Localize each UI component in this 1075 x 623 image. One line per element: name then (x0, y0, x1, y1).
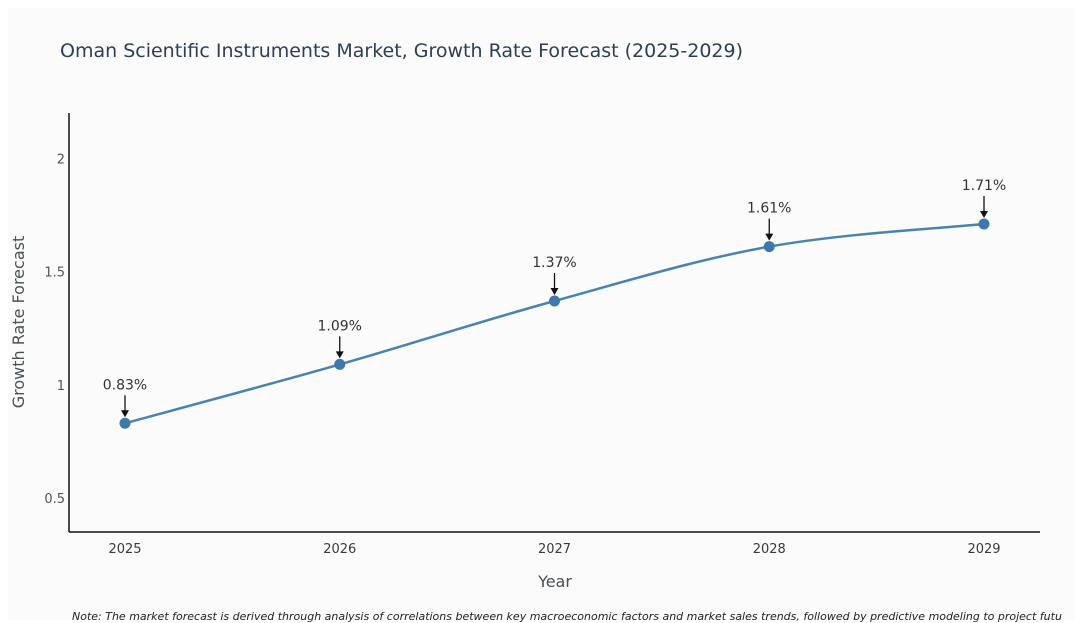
annotation-arrow-head (550, 287, 559, 295)
data-label: 1.71% (962, 178, 1006, 194)
data-point (334, 358, 346, 370)
data-label: 0.83% (103, 377, 147, 393)
chart-title: Oman Scientific Instruments Market, Grow… (60, 40, 743, 62)
y-tick-label: 0.5 (44, 492, 65, 507)
annotation-arrow-head (980, 210, 988, 218)
axes (68, 113, 1040, 533)
data-point (119, 417, 131, 429)
y-ticks: 0.5 1 1.5 2 (44, 152, 65, 507)
annotation-arrow-head (335, 351, 344, 359)
footnote: Note: The market forecast is derived thr… (72, 610, 1062, 623)
x-axis-label: Year (537, 572, 572, 591)
y-tick-label: 1 (57, 379, 65, 394)
x-tick-label: 2025 (108, 542, 141, 557)
x-tick-label: 2029 (967, 542, 1000, 557)
data-label: 1.37% (532, 255, 576, 271)
y-tick-label: 1.5 (44, 266, 65, 281)
annotation-arrow-head (121, 410, 129, 418)
data-label: 1.61% (747, 201, 791, 217)
data-point (763, 241, 775, 253)
data-label: 1.09% (318, 318, 362, 334)
x-ticks: 2025 2026 2027 2028 2029 (108, 542, 1000, 557)
x-tick-label: 2028 (753, 542, 786, 557)
chart-panel (8, 8, 1075, 620)
markers (119, 218, 990, 429)
series-line (124, 222, 985, 425)
data-point (978, 218, 990, 230)
x-tick-label: 2027 (538, 542, 571, 557)
y-tick-label: 2 (57, 152, 65, 167)
data-point (549, 295, 560, 307)
x-tick-label: 2026 (323, 542, 356, 557)
annotation-arrow-head (765, 233, 774, 241)
y-axis-label: Growth Rate Forecast (9, 236, 28, 408)
annotations: 0.83% 1.09% 1.37% 1.61% 1.71% (103, 178, 1006, 418)
